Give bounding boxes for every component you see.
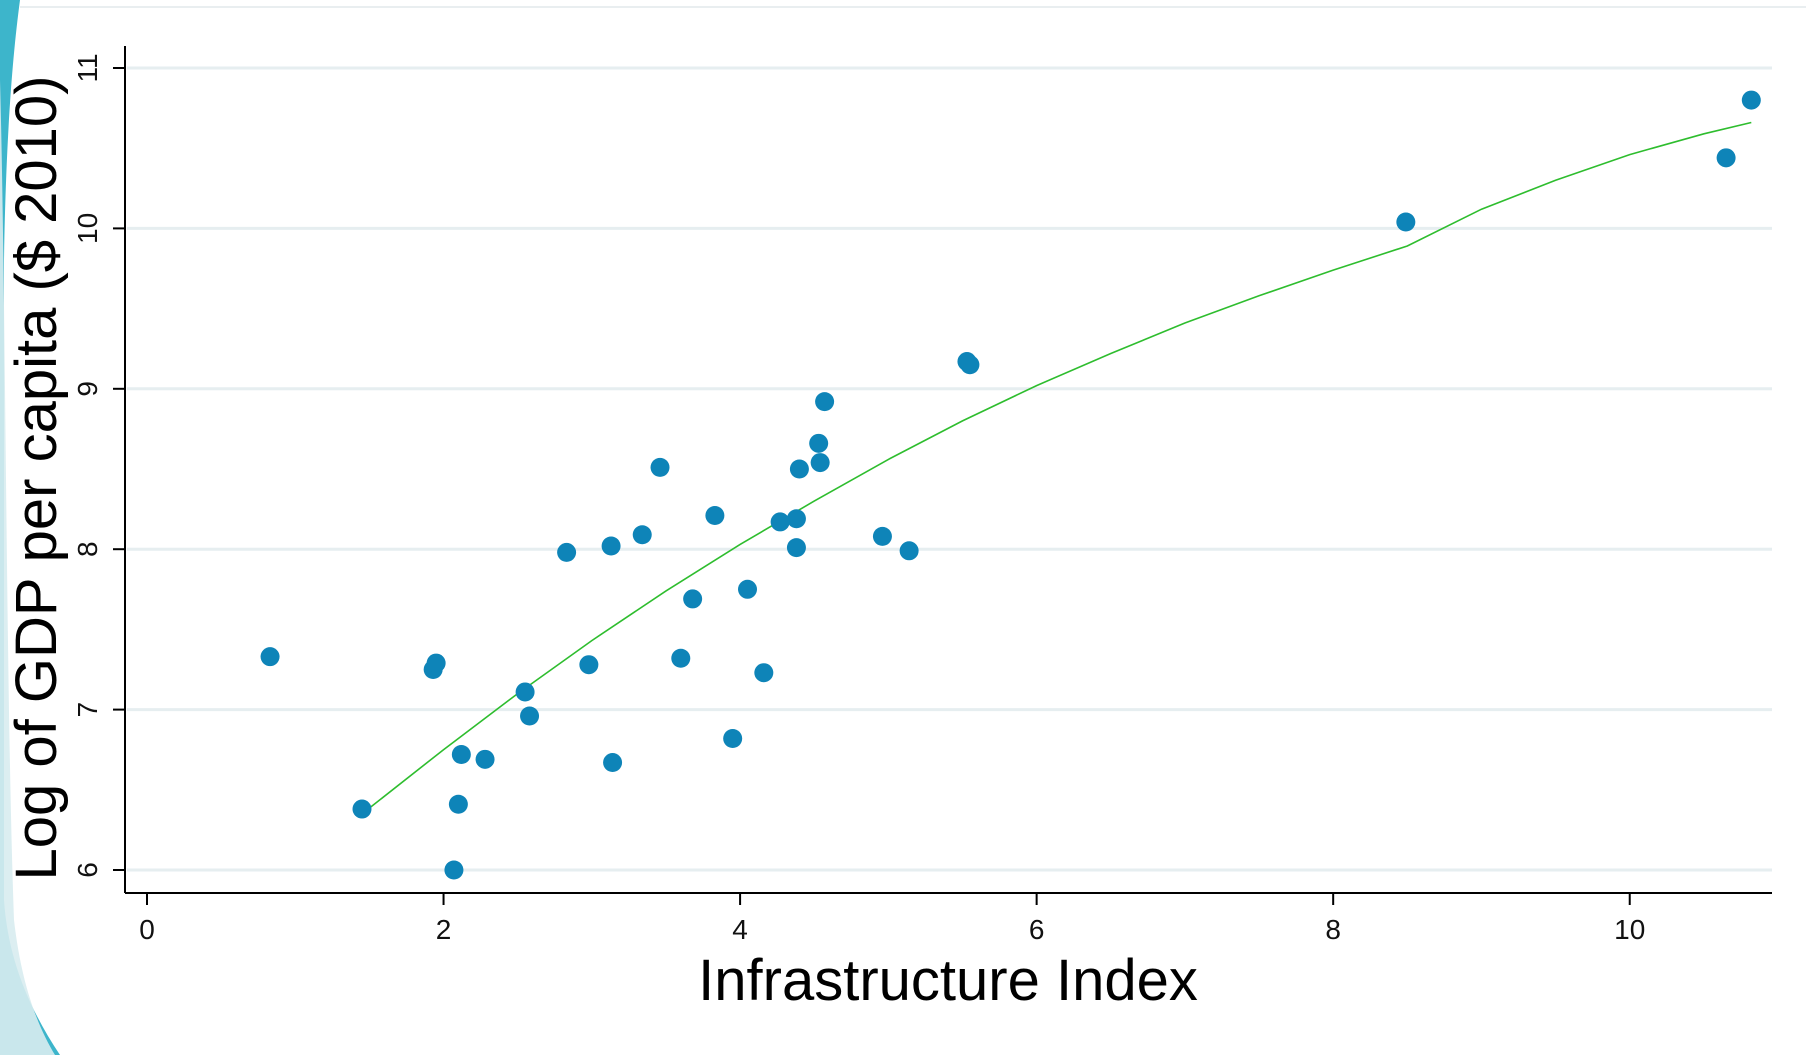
data-point [579, 655, 599, 675]
x-tick-label: 8 [1325, 914, 1341, 945]
data-point [1716, 148, 1736, 168]
fit-line [361, 121, 1752, 815]
data-point [601, 536, 621, 556]
data-point [520, 706, 540, 726]
x-tick-label: 4 [732, 914, 748, 945]
data-point [815, 392, 835, 412]
data-point [426, 653, 446, 673]
data-point [738, 579, 758, 599]
y-tick-label: 7 [72, 702, 103, 718]
data-point [448, 794, 468, 814]
data-point [1396, 212, 1416, 232]
data-point [557, 542, 577, 562]
y-tick-label: 8 [72, 541, 103, 557]
data-point [810, 453, 830, 473]
data-point [671, 648, 691, 668]
data-point [603, 753, 623, 773]
data-point [451, 745, 471, 765]
data-point [705, 506, 725, 526]
x-tick-label: 10 [1614, 914, 1645, 945]
data-point [899, 541, 919, 561]
axis-layer: 6 7 8 9 10 11 0 2 4 6 8 10 [72, 46, 1772, 945]
data-point [872, 526, 892, 546]
data-point [786, 538, 806, 558]
data-point [723, 728, 743, 748]
data-points-layer [260, 90, 1761, 880]
data-point [754, 663, 774, 683]
y-tick-label: 6 [72, 862, 103, 878]
x-tick-label: 6 [1029, 914, 1045, 945]
y-tick-label: 9 [72, 381, 103, 397]
data-point [632, 525, 652, 545]
y-axis-title: Log of GDP per capita ($ 2010) [4, 76, 69, 881]
y-tick-label: 10 [72, 213, 103, 244]
data-point [650, 457, 670, 477]
data-point [770, 512, 790, 532]
data-point [475, 749, 495, 769]
data-point [515, 682, 535, 702]
y-tick-label: 11 [72, 53, 103, 82]
data-point [786, 509, 806, 529]
data-point [683, 589, 703, 609]
data-point [789, 459, 809, 479]
x-axis-title: Infrastructure Index [698, 948, 1198, 1013]
x-tick-label: 0 [139, 914, 155, 945]
data-point [1741, 90, 1761, 110]
data-point [960, 355, 980, 375]
grid-layer [127, 66, 1772, 872]
x-tick-label: 2 [436, 914, 452, 945]
data-point [444, 860, 464, 880]
fit-line-layer [361, 121, 1752, 815]
data-point [809, 433, 829, 453]
data-point [352, 799, 372, 819]
left-swoosh-light-shape [0, 80, 55, 1055]
data-point [260, 647, 280, 667]
